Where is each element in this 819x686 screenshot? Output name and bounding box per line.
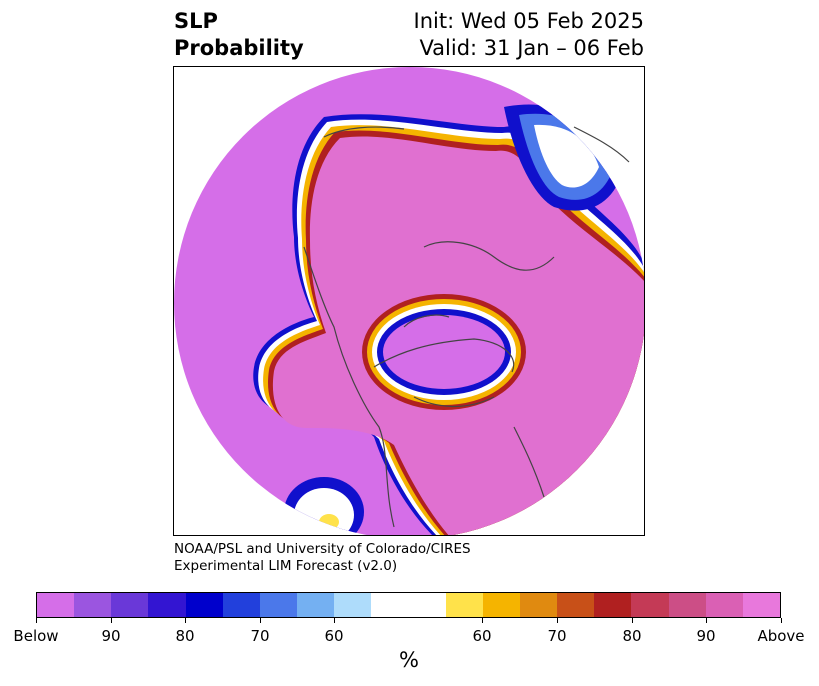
colorbar-tickmark xyxy=(334,618,335,623)
init-date: Init: Wed 05 Feb 2025 xyxy=(413,9,644,33)
colorbar-tickmark xyxy=(781,618,782,623)
colorbar-segment xyxy=(705,593,743,617)
colorbar-tickmark xyxy=(632,618,633,623)
title-type: Probability xyxy=(174,36,304,60)
title-variable: SLP xyxy=(174,9,218,33)
map-panel xyxy=(173,66,645,536)
credit-line1: NOAA/PSL and University of Colorado/CIRE… xyxy=(174,541,471,557)
credit-line2: Experimental LIM Forecast (v2.0) xyxy=(174,558,398,574)
colorbar-segment xyxy=(334,593,372,617)
polar-map xyxy=(174,67,644,535)
colorbar-tickmark xyxy=(706,618,707,623)
colorbar-tick-label: 60 xyxy=(324,627,344,645)
colorbar-segment xyxy=(520,593,558,617)
colorbar-segment xyxy=(37,593,75,617)
below-region-arctic xyxy=(362,294,526,410)
colorbar-segment xyxy=(594,593,632,617)
title-left: SLP Probability xyxy=(174,8,304,62)
colorbar-segment xyxy=(148,593,186,617)
colorbar-tick-label: 60 xyxy=(472,627,492,645)
colorbar-segment xyxy=(668,593,706,617)
colorbar-segment xyxy=(74,593,112,617)
colorbar-tickmark xyxy=(260,618,261,623)
colorbar-tick-label: 90 xyxy=(101,627,121,645)
colorbar-tick-label: 70 xyxy=(250,627,270,645)
colorbar-tick-label: 80 xyxy=(175,627,195,645)
colorbar-segment xyxy=(259,593,298,617)
colorbar-segment xyxy=(557,593,595,617)
colorbar-segment xyxy=(742,593,781,617)
colorbar-tickmark xyxy=(185,618,186,623)
colorbar-tick-label: 80 xyxy=(622,627,642,645)
colorbar-tickmark xyxy=(36,618,37,623)
colorbar-segment xyxy=(222,593,260,617)
colorbar-units: % xyxy=(399,648,419,672)
colorbar-segment xyxy=(482,593,521,617)
colorbar-segment xyxy=(631,593,669,617)
colorbar-tick-label: 70 xyxy=(547,627,567,645)
credit-text: NOAA/PSL and University of Colorado/CIRE… xyxy=(174,541,471,575)
valid-range: Valid: 31 Jan – 06 Feb xyxy=(419,36,644,60)
title-right: Init: Wed 05 Feb 2025 Valid: 31 Jan – 06… xyxy=(414,8,644,62)
colorbar-segment xyxy=(111,593,149,617)
colorbar-tick-label: Above xyxy=(757,627,805,645)
colorbar-segment xyxy=(185,593,223,617)
colorbar-segment xyxy=(297,593,335,617)
colorbar-tick-label: 90 xyxy=(696,627,716,645)
coastlines xyxy=(303,126,630,528)
colorbar-tickmark xyxy=(557,618,558,623)
colorbar-tickmark xyxy=(482,618,483,623)
colorbar-segment xyxy=(445,593,483,617)
colorbar-tick-label: Below xyxy=(13,627,59,645)
colorbar xyxy=(36,592,781,618)
colorbar-tickmark xyxy=(111,618,112,623)
colorbar-segment xyxy=(371,593,446,617)
